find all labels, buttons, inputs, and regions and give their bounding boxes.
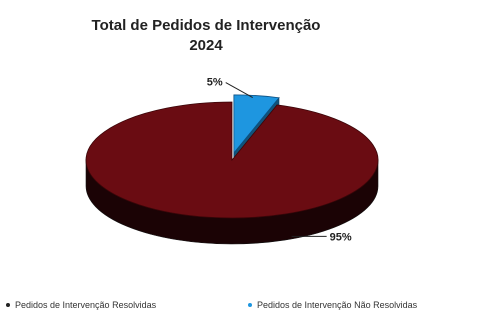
pie-leader-lines bbox=[225, 82, 327, 237]
chart-title: Total de Pedidos de Intervenção 2024 bbox=[0, 16, 412, 56]
pie-slice-pedidos-de-intervencao-nao-resolvidas bbox=[233, 94, 280, 155]
pie-data-labels: 95% 5% bbox=[207, 77, 352, 244]
leader-line-pedidos-de-intervencao-nao-resolvidas bbox=[225, 82, 253, 99]
legend-marker-nao-resolvidas bbox=[248, 303, 252, 307]
chart-title-line-1: Total de Pedidos de Intervenção bbox=[91, 17, 321, 34]
data-label-pedidos-de-intervencao-nao-resolvidas: 5% bbox=[207, 77, 223, 89]
legend-label-resolvidas: Pedidos de Intervenção Resolvidas bbox=[15, 300, 157, 310]
pie-slice-pedidos-de-intervencao-resolvidas bbox=[85, 101, 379, 219]
legend-label-nao-resolvidas: Pedidos de Intervenção Não Resolvidas bbox=[257, 300, 418, 310]
legend-marker-resolvidas bbox=[6, 303, 10, 307]
pie-chart: 95% 5% bbox=[85, 77, 379, 245]
data-label-pedidos-de-intervencao-resolvidas: 95% bbox=[330, 231, 352, 243]
chart-title-line-2: 2024 bbox=[189, 37, 223, 54]
legend-item-nao-resolvidas: Pedidos de Intervenção Não Resolvidas bbox=[248, 300, 417, 310]
legend-item-resolvidas: Pedidos de Intervenção Resolvidas bbox=[6, 300, 156, 310]
pie-tops bbox=[85, 94, 379, 219]
chart-legend: Pedidos de Intervenção Resolvidas Pedido… bbox=[0, 300, 478, 316]
